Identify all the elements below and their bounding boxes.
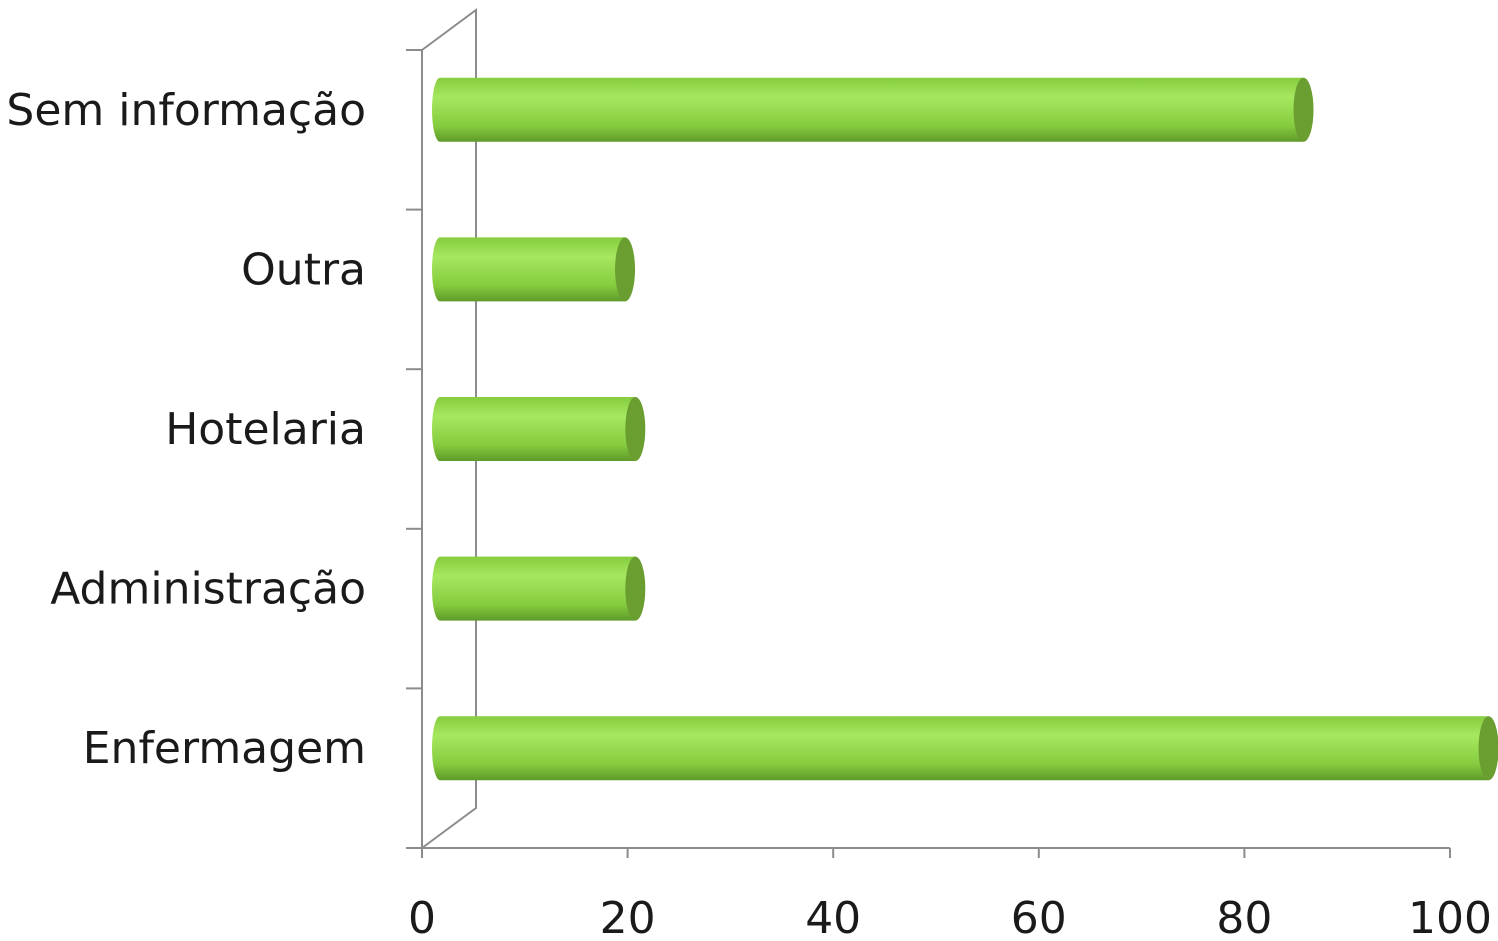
bar	[432, 556, 646, 621]
bar-body	[432, 556, 636, 621]
bar-cap	[1478, 716, 1498, 781]
x-tick-label: 40	[805, 893, 861, 941]
bar	[432, 397, 646, 461]
chart-bars	[432, 77, 1498, 781]
bar-cap	[615, 237, 636, 302]
x-tick-label: 0	[408, 893, 436, 941]
bar	[432, 237, 636, 302]
bar	[432, 77, 1314, 142]
x-tick-labels: 0 20 40 60 80 100	[408, 893, 1492, 941]
bar-body	[432, 237, 626, 302]
category-label: Sem informação	[6, 85, 366, 136]
category-label: Enfermagem	[83, 723, 366, 774]
bar-cap	[625, 397, 646, 461]
x-tick-label: 60	[1011, 893, 1067, 941]
bar-cap	[625, 556, 646, 621]
bar-body	[432, 397, 636, 461]
bar-cap	[1293, 77, 1314, 142]
bar-body	[432, 77, 1304, 142]
category-labels: Sem informação Outra Hotelaria Administraçã…	[6, 85, 366, 774]
x-tick-label: 80	[1216, 893, 1272, 941]
x-tick-label: 20	[600, 893, 656, 941]
category-label: Outra	[241, 244, 366, 295]
category-label: Administração	[50, 564, 366, 615]
category-label: Hotelaria	[165, 404, 366, 455]
bar	[432, 716, 1498, 781]
bar-body	[432, 716, 1489, 781]
x-tick-label: 100	[1408, 893, 1492, 941]
